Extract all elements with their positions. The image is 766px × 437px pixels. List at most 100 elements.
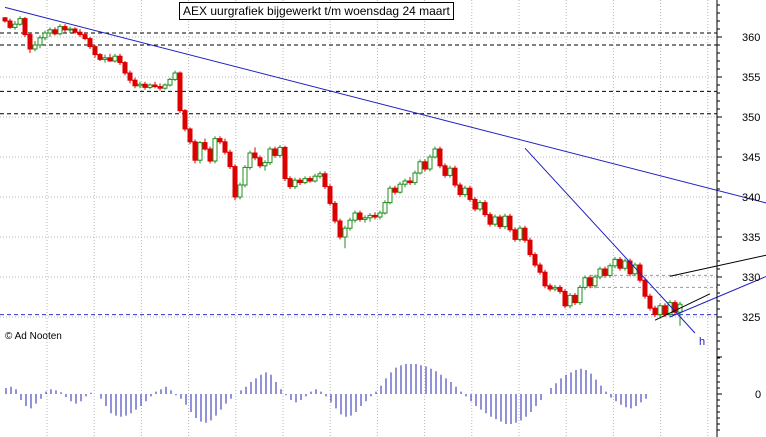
candle-body <box>167 78 173 86</box>
candle-body <box>47 29 53 34</box>
candle-body <box>627 260 633 275</box>
candle-body <box>252 152 258 159</box>
candle-body <box>582 277 588 288</box>
candle-body <box>257 157 263 167</box>
candle-body <box>182 110 188 130</box>
candle-body <box>422 161 428 170</box>
candle-body <box>532 254 538 266</box>
trendline <box>669 275 766 318</box>
candle-body <box>557 286 563 292</box>
candle-body <box>572 294 578 304</box>
candle-body <box>112 55 118 62</box>
candle-body <box>232 166 238 198</box>
candle-body <box>202 142 208 150</box>
copyright-label: © Ad Nooten <box>5 331 62 342</box>
oscillator-histogram <box>5 364 647 424</box>
candle-body <box>317 173 323 177</box>
candle-body <box>337 220 343 238</box>
candle-body <box>552 286 558 290</box>
candle-body <box>437 148 443 167</box>
candle-body <box>62 26 68 31</box>
candle-body <box>172 72 178 80</box>
candle-body <box>207 148 213 162</box>
candle-body <box>442 165 448 176</box>
oscillator-tick-label: 0 <box>755 389 761 401</box>
candle-body <box>282 146 288 180</box>
candle-body <box>577 286 583 304</box>
candle-body <box>647 295 653 309</box>
candle-body <box>302 178 308 184</box>
candle-body <box>132 79 138 87</box>
candle-body <box>162 84 168 89</box>
candle-body <box>197 142 203 161</box>
candle-body <box>417 161 423 174</box>
candle-body <box>562 290 568 307</box>
candle-body <box>392 187 398 193</box>
candle-body <box>522 227 528 241</box>
trendline-label: h <box>699 336 705 348</box>
candle-body <box>537 264 543 273</box>
candle-body <box>382 202 388 214</box>
candle-body <box>37 37 43 46</box>
candle-body <box>402 180 408 185</box>
candle-body <box>152 84 158 88</box>
candle-body <box>397 183 403 193</box>
candle-body <box>567 294 573 307</box>
candle-body <box>547 285 553 290</box>
candle-body <box>147 84 153 88</box>
candle-body <box>377 212 383 218</box>
candle-body <box>462 187 468 196</box>
candle-body <box>542 271 548 287</box>
candle-body <box>467 187 473 200</box>
candle-body <box>497 216 503 228</box>
candle-body <box>102 57 108 60</box>
candle-body <box>32 44 38 50</box>
candle-body <box>617 258 623 269</box>
candle-body <box>7 20 13 28</box>
candle-body <box>192 141 198 161</box>
candle-body <box>117 55 123 64</box>
candle-body <box>82 34 88 40</box>
candle-body <box>277 146 283 156</box>
candle-body <box>262 162 268 167</box>
candle-body <box>587 277 593 287</box>
candle-body <box>512 229 518 240</box>
candle-body <box>237 184 243 198</box>
candle-body <box>327 186 333 204</box>
candle-body <box>87 38 93 48</box>
axis-tick-label: 335 <box>742 232 760 244</box>
candle-body <box>492 216 498 225</box>
candle-body <box>427 156 433 170</box>
candle-body <box>362 217 368 220</box>
candle-body <box>367 214 373 219</box>
candle-body <box>332 202 338 222</box>
candle-body <box>137 83 143 87</box>
candle-body <box>292 179 298 188</box>
chart-title: AEX uurgrafiek bijgewerkt t/m woensdag 2… <box>179 2 454 20</box>
candle-body <box>27 34 33 50</box>
trendlines: ihh' <box>4 6 766 348</box>
candle-body <box>227 151 233 168</box>
trendline <box>669 254 766 277</box>
candle-body <box>157 86 163 89</box>
candle-body <box>487 214 493 225</box>
candle-body <box>342 227 348 238</box>
candle-body <box>187 128 193 143</box>
axis-tick-label: 355 <box>742 72 760 84</box>
candle-body <box>2 17 8 22</box>
candle-body <box>387 187 393 204</box>
candle-body <box>527 239 533 256</box>
channel-line <box>654 293 711 321</box>
candle-body <box>597 268 603 278</box>
candle-body <box>432 148 438 158</box>
candle-body <box>447 167 453 176</box>
candle-body <box>657 305 663 316</box>
axis-tick-label: 350 <box>742 112 760 124</box>
candle-body <box>12 23 18 28</box>
candle-body <box>482 202 488 216</box>
candle-body <box>607 265 613 276</box>
candle-body <box>17 18 23 25</box>
candle-body <box>72 28 78 33</box>
trendline <box>524 147 696 334</box>
candle-body <box>477 202 483 210</box>
